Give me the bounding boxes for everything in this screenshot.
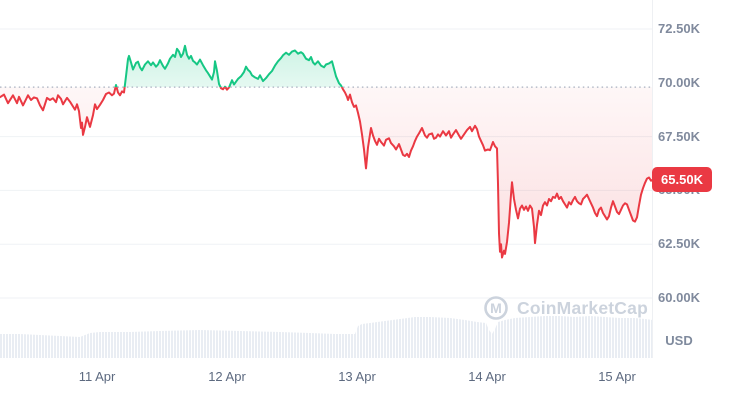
x-axis-label: 12 Apr — [208, 369, 246, 384]
y-axis-label: 67.50K — [658, 129, 700, 144]
coinmarketcap-wordmark: CoinMarketCap — [517, 298, 648, 318]
x-axis-label: 14 Apr — [468, 369, 506, 384]
currency-label: USD — [665, 333, 693, 348]
y-axis-label: 60.00K — [658, 290, 700, 305]
y-axis-label: 72.50K — [658, 21, 700, 36]
y-axis-label: 70.00K — [658, 75, 700, 90]
x-axis-label: 13 Apr — [338, 369, 376, 384]
current-price-badge: 65.50K — [652, 167, 712, 192]
y-axis-label: 62.50K — [658, 236, 700, 251]
x-axis-label: 11 Apr — [78, 369, 116, 384]
coinmarketcap-monogram-icon: M — [490, 300, 502, 316]
coinmarketcap-watermark: M CoinMarketCap — [484, 296, 648, 320]
x-axis-label: 15 Apr — [598, 369, 636, 384]
